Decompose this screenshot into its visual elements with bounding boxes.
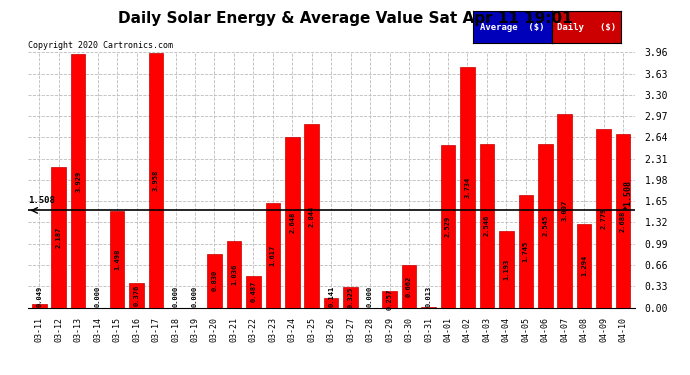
Bar	[32, 304, 46, 307]
Text: 0.000: 0.000	[192, 286, 198, 307]
Bar	[304, 124, 319, 308]
Bar	[149, 53, 164, 308]
Bar	[441, 145, 455, 308]
Text: 0.000: 0.000	[367, 286, 373, 307]
Text: 2.187: 2.187	[56, 226, 61, 248]
Text: 1.193: 1.193	[503, 258, 509, 280]
Text: 3.007: 3.007	[562, 200, 568, 221]
Text: Average  ($): Average ($)	[480, 22, 544, 32]
Bar	[499, 231, 513, 308]
Text: 2.648: 2.648	[289, 211, 295, 233]
Text: 2.545: 2.545	[542, 215, 549, 236]
Text: 3.929: 3.929	[75, 170, 81, 192]
Bar	[71, 54, 86, 307]
Bar	[596, 129, 611, 308]
Bar	[344, 286, 358, 308]
Text: Copyright 2020 Cartronics.com: Copyright 2020 Cartronics.com	[28, 41, 172, 50]
Bar	[226, 241, 242, 308]
Text: 0.662: 0.662	[406, 276, 412, 297]
Bar	[246, 276, 261, 308]
Bar	[558, 114, 572, 308]
Bar	[382, 291, 397, 308]
Text: 3.734: 3.734	[464, 177, 471, 198]
Text: 1.745: 1.745	[523, 241, 529, 262]
Text: Daily Solar Energy & Average Value Sat Apr 11 19:01: Daily Solar Energy & Average Value Sat A…	[118, 11, 572, 26]
Bar	[480, 144, 494, 308]
Bar	[538, 144, 553, 308]
Bar	[402, 265, 416, 308]
Text: *1.508: *1.508	[624, 180, 633, 210]
Bar	[285, 137, 299, 308]
Text: 1.617: 1.617	[270, 245, 276, 266]
Text: 0.325: 0.325	[348, 286, 354, 308]
Text: 0.141: 0.141	[328, 286, 334, 307]
Bar	[324, 298, 339, 307]
Bar	[110, 211, 124, 308]
Text: 1.036: 1.036	[231, 264, 237, 285]
Text: 0.376: 0.376	[134, 285, 139, 306]
Text: 1.294: 1.294	[581, 255, 587, 276]
Text: 0.000: 0.000	[95, 286, 101, 307]
Bar	[460, 67, 475, 308]
Text: 2.779: 2.779	[601, 207, 607, 229]
Text: 0.049: 0.049	[37, 286, 42, 307]
Bar	[129, 283, 144, 308]
Bar	[518, 195, 533, 308]
Text: 2.688: 2.688	[620, 210, 626, 232]
Bar	[52, 166, 66, 308]
Text: 0.257: 0.257	[386, 289, 393, 310]
Text: 0.487: 0.487	[250, 281, 257, 303]
Bar	[421, 307, 436, 308]
Text: 1.498: 1.498	[114, 249, 120, 270]
Text: 0.830: 0.830	[211, 270, 217, 291]
Text: 0.000: 0.000	[172, 286, 179, 307]
Bar	[577, 224, 591, 308]
Text: 1.508: 1.508	[28, 196, 55, 205]
Text: 0.013: 0.013	[426, 286, 431, 307]
Text: 3.958: 3.958	[153, 170, 159, 191]
Bar	[207, 254, 221, 308]
Text: 2.529: 2.529	[445, 216, 451, 237]
Text: Daily   ($): Daily ($)	[557, 22, 616, 32]
Text: 2.844: 2.844	[308, 205, 315, 226]
Bar	[615, 134, 631, 308]
Text: 2.546: 2.546	[484, 215, 490, 236]
Bar	[266, 203, 280, 308]
